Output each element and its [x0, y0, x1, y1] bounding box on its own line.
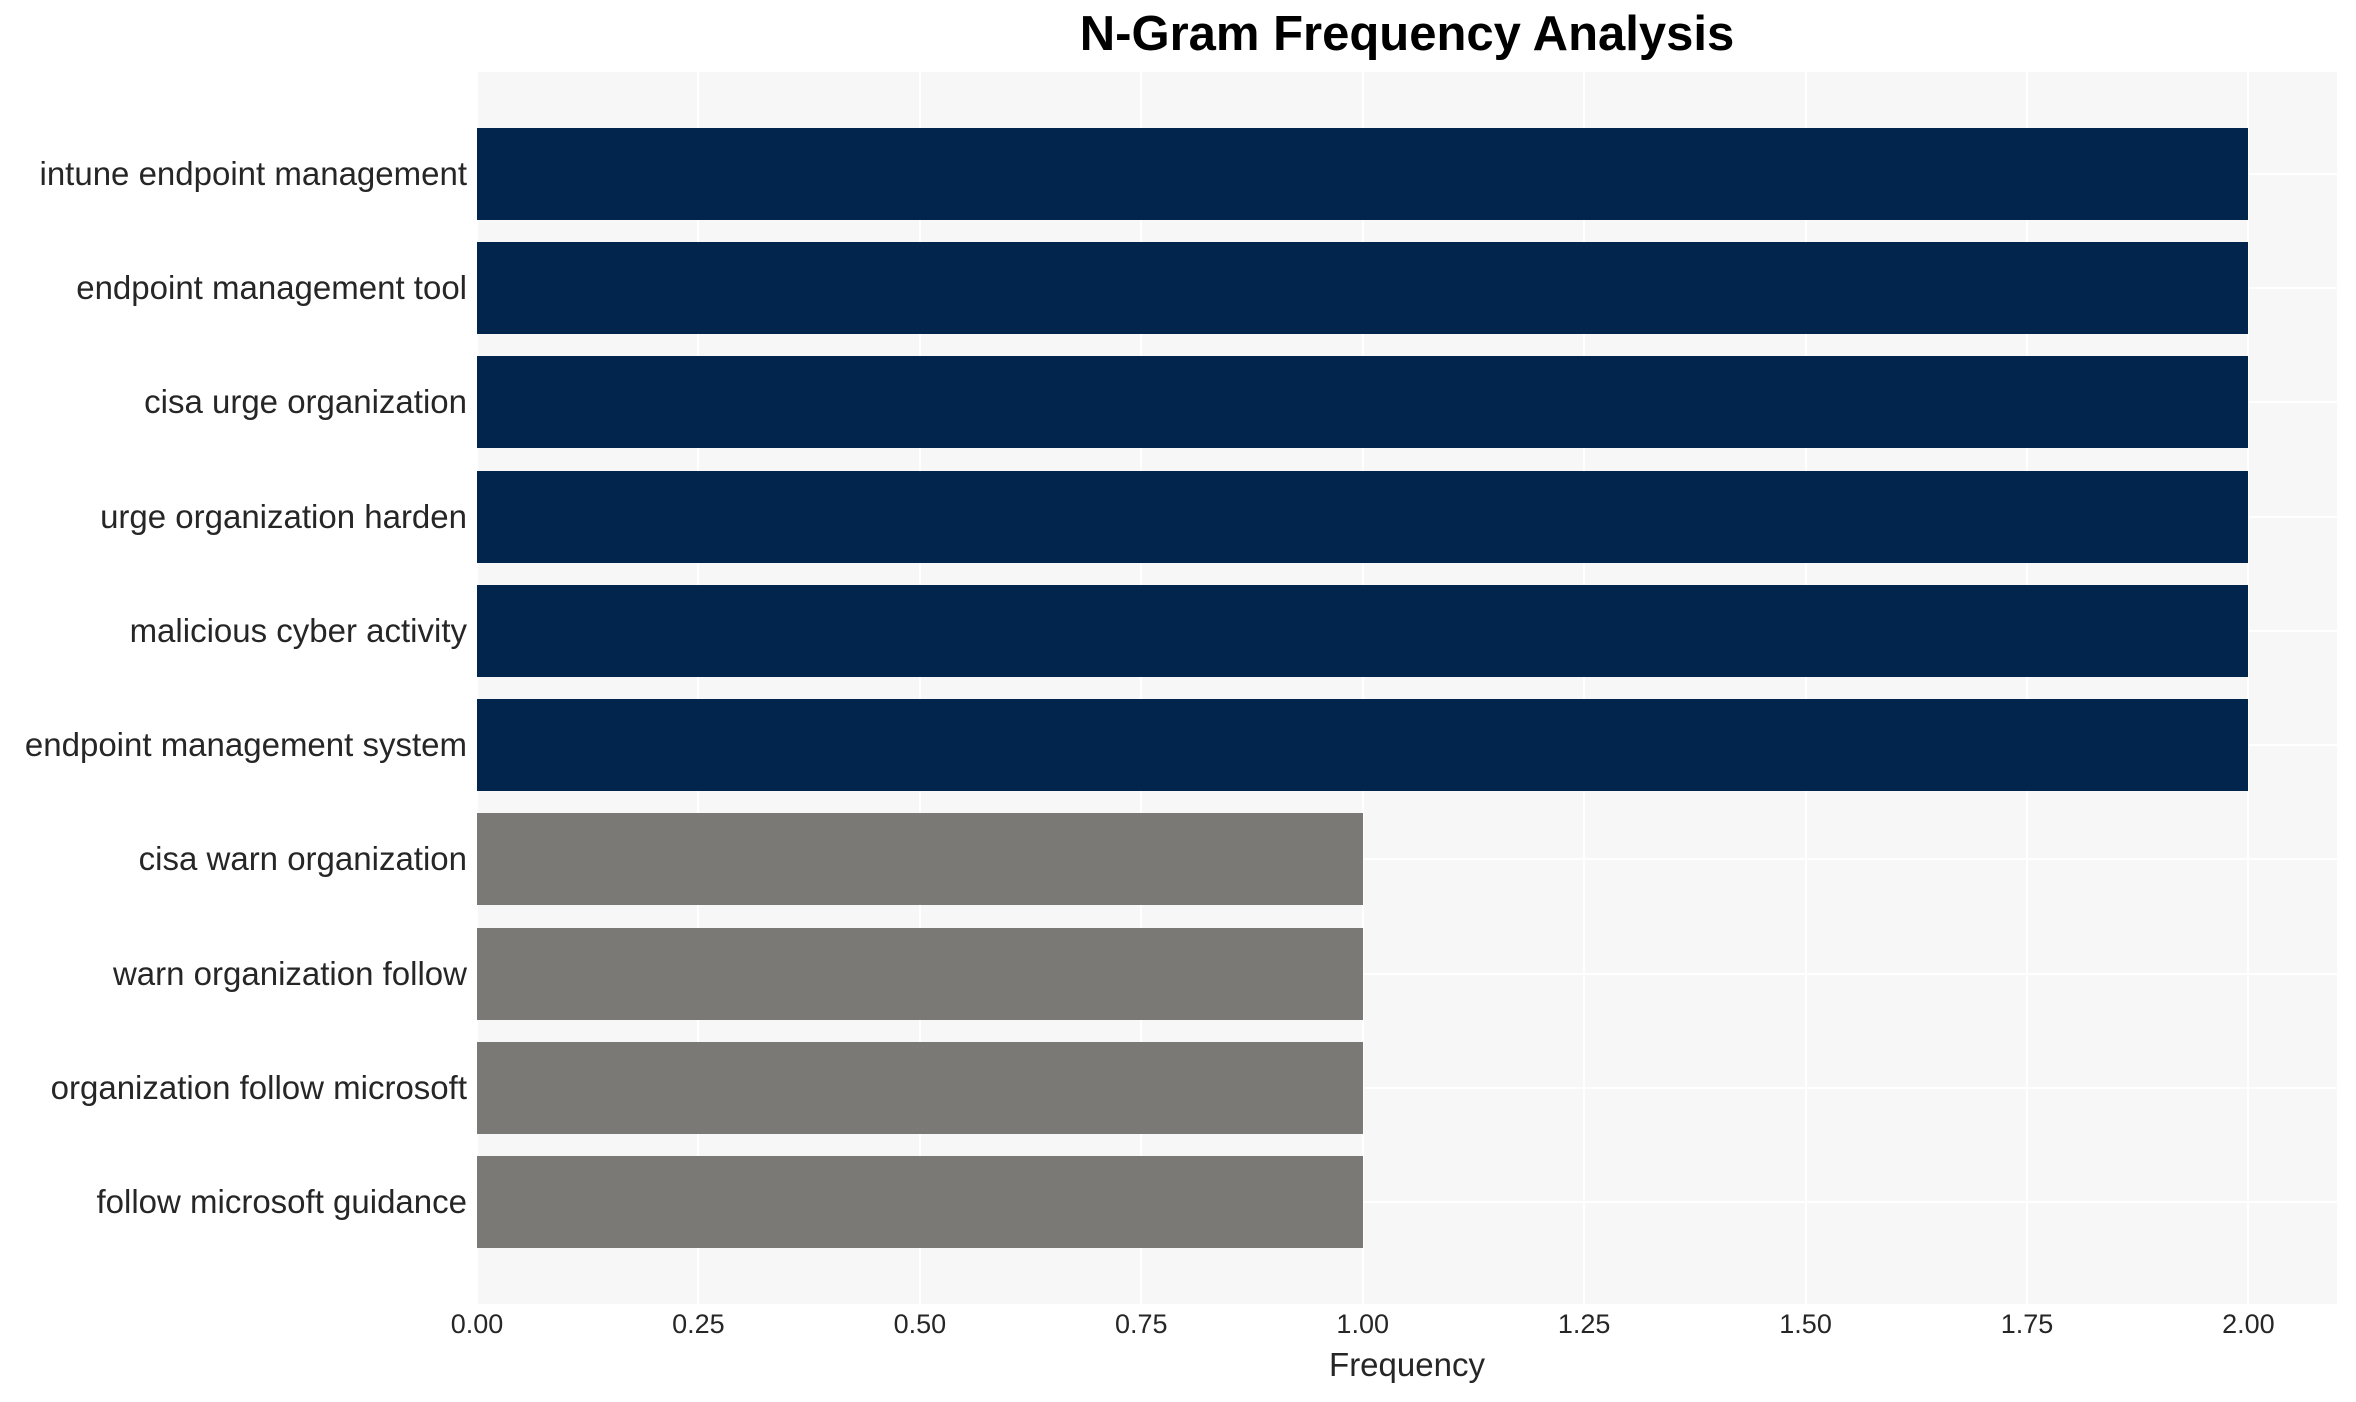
x-tick-label: 1.50 — [1779, 1309, 1832, 1339]
gridline-horizontal — [477, 972, 2337, 975]
gridline-vertical — [2247, 72, 2250, 1304]
gridline-vertical — [1361, 72, 1364, 1304]
gridline-vertical — [1583, 72, 1586, 1304]
y-axis-label: urge organization harden — [100, 497, 467, 535]
x-tick-label: 2.00 — [2222, 1309, 2275, 1339]
x-tick-label: 0.00 — [450, 1309, 504, 1339]
y-axis-label: malicious cyber activity — [129, 611, 467, 649]
x-tick-label: 1.00 — [1336, 1309, 1389, 1339]
bar — [477, 356, 2249, 449]
gridline-vertical — [2026, 72, 2028, 1304]
gridline-horizontal — [477, 858, 2337, 861]
bar — [477, 584, 2249, 677]
bar — [477, 128, 2249, 220]
x-tick-label: 0.25 — [672, 1309, 725, 1339]
x-axis-title: Frequency — [1329, 1346, 1485, 1383]
gridline-vertical — [477, 72, 478, 1304]
bar — [477, 1041, 1363, 1134]
bar — [477, 927, 1363, 1020]
gridline-horizontal — [477, 1200, 2337, 1203]
gridline-horizontal — [477, 1086, 2337, 1089]
bar — [477, 1155, 1363, 1248]
y-axis-label: endpoint management tool — [76, 269, 467, 307]
x-tick-label: 0.75 — [1115, 1309, 1168, 1339]
y-axis-label: intune endpoint management — [39, 155, 468, 192]
y-axis-label: warn organization follow — [112, 954, 467, 992]
gridline-vertical — [697, 72, 700, 1304]
bar — [477, 813, 1363, 906]
x-tick-label: 1.25 — [1557, 1309, 1611, 1339]
bar — [477, 470, 2249, 563]
x-tick-label: 1.75 — [2000, 1309, 2054, 1339]
gridline-vertical — [1804, 72, 1807, 1304]
y-axis-label: cisa urge organization — [144, 383, 467, 421]
y-axis-label: organization follow microsoft — [50, 1068, 467, 1106]
bar — [477, 242, 2249, 335]
chart-title: N-Gram Frequency Analysis — [1079, 7, 1735, 61]
gridline-vertical — [1140, 72, 1143, 1304]
bar — [477, 699, 2249, 792]
y-axis-label: follow microsoft guidance — [96, 1182, 467, 1220]
y-axis-label: cisa warn organization — [138, 840, 467, 878]
plot-area — [477, 72, 2337, 1304]
x-tick-label: 0.50 — [893, 1309, 947, 1339]
y-axis-label: endpoint management system — [24, 726, 467, 764]
gridline-vertical — [918, 72, 921, 1304]
